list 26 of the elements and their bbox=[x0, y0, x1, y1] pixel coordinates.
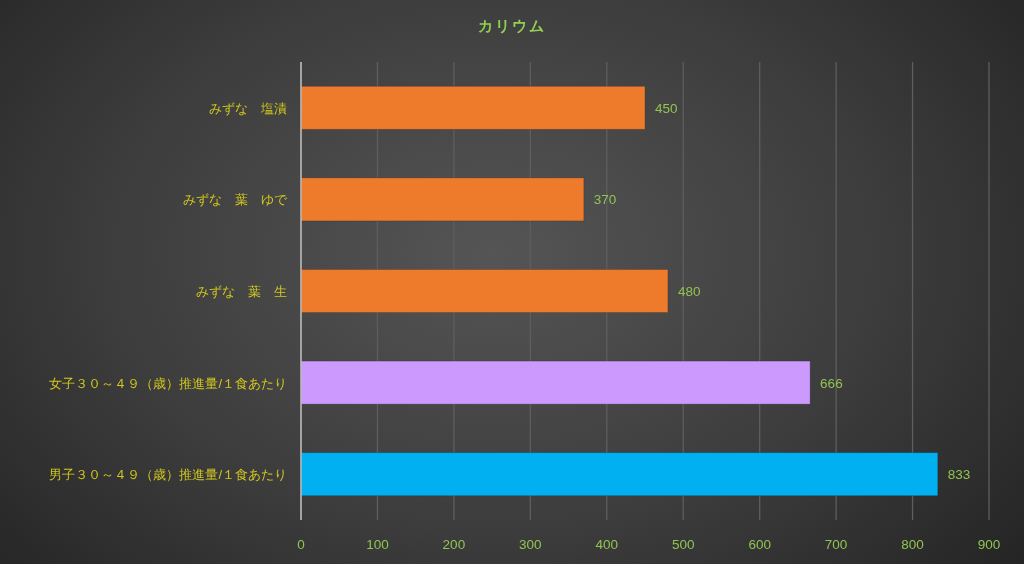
chart-title: カリウム bbox=[478, 17, 546, 34]
x-tick-label: 100 bbox=[366, 537, 389, 552]
bar bbox=[300, 269, 669, 313]
data-label: 370 bbox=[593, 192, 617, 208]
y-tick-label: みずな 塩漬 bbox=[209, 100, 287, 116]
x-tick-label: 500 bbox=[671, 537, 695, 552]
x-tick-label: 400 bbox=[595, 537, 619, 552]
bar bbox=[300, 177, 585, 222]
x-tick-label: 700 bbox=[824, 537, 848, 552]
x-tick-label: 600 bbox=[748, 537, 771, 552]
x-tick-label: 0 bbox=[297, 537, 305, 552]
data-label: 833 bbox=[947, 467, 971, 483]
y-tick-label: 男子３０～４９（歳）推進量/１食あたり bbox=[49, 467, 287, 483]
x-tick-label: 200 bbox=[442, 537, 466, 552]
bar bbox=[300, 360, 811, 405]
data-label: 480 bbox=[677, 284, 701, 299]
data-label: 666 bbox=[820, 375, 843, 391]
x-tick-label: 800 bbox=[901, 537, 924, 552]
x-tick-label: 300 bbox=[519, 537, 542, 552]
data-label: 450 bbox=[655, 100, 678, 116]
bar bbox=[300, 85, 646, 130]
y-tick-label: みずな 葉 生 bbox=[196, 284, 287, 299]
y-tick-label: 女子３０～４９（歳）推進量/１食あたり bbox=[49, 375, 287, 391]
x-tick-label: 900 bbox=[977, 537, 1001, 552]
y-tick-label: みずな 葉 ゆで bbox=[183, 192, 288, 208]
bar bbox=[300, 452, 939, 497]
